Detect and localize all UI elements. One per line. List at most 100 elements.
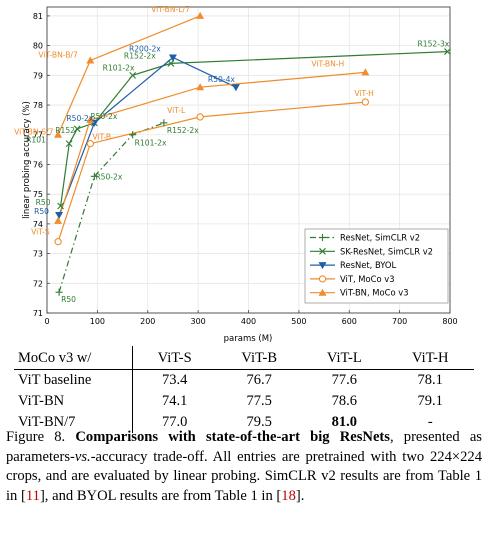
data-point	[361, 68, 370, 76]
point-label: R50	[36, 198, 51, 207]
table-cell: ViT baseline	[14, 369, 133, 391]
legend-marker	[318, 233, 327, 242]
data-point-part	[129, 71, 137, 79]
table-cell: 78.1	[417, 372, 443, 388]
series-line	[57, 101, 366, 242]
citation-link[interactable]: 18	[281, 487, 296, 504]
data-point	[54, 238, 62, 246]
x-axis-label: params (M)	[224, 334, 273, 344]
y-tick-label: 78	[33, 101, 43, 110]
data-point-part	[73, 125, 81, 133]
data-point	[86, 56, 95, 64]
caption-label: Figure 8.	[6, 429, 66, 445]
point-label: ViT-H	[354, 89, 374, 98]
y-tick-label: 76	[33, 160, 43, 169]
series-line	[58, 122, 165, 293]
x-tick-label: 800	[442, 317, 457, 326]
point-label: ViT-BN-L/7	[151, 5, 190, 14]
legend-label: ViT-BN, MoCo v3	[340, 288, 409, 298]
comparison-chart: 0 100 200 300 400 500 600 700 800 71 72 73 74 75 76 77 7…	[14, 5, 458, 344]
data-point-part	[65, 140, 73, 148]
x-tick-label: 600	[342, 317, 357, 326]
data-point	[65, 140, 73, 148]
point-labels: R50R50-2xR101-2xR152-2xR50R101R152R50-2x…	[14, 5, 450, 304]
data-point	[129, 131, 137, 139]
y-tick-label: 74	[33, 220, 43, 229]
table-cell: 78.6	[331, 393, 357, 409]
table-cell: 79.5	[246, 414, 272, 430]
y-tick-label: 80	[33, 42, 43, 51]
caption-text: ], and BYOL results are from Table 1 in …	[39, 487, 282, 504]
point-label: R101	[26, 136, 46, 145]
data-point	[231, 84, 240, 92]
point-label: R101-2x	[135, 139, 167, 148]
legend-label: ViT, MoCo v3	[340, 274, 395, 284]
table-row: ViT-BN/7 77.0 79.5 81.0 -	[14, 412, 474, 433]
point-label: R50	[34, 207, 49, 216]
caption-text: , presented as parameters-	[6, 429, 482, 465]
caption-text: -accuracy trade-off. All entries are pre…	[6, 448, 482, 504]
data-point	[129, 71, 137, 79]
data-point	[90, 172, 98, 180]
point-label: R200-2x	[129, 45, 161, 54]
point-label: R152-2x	[124, 51, 156, 60]
series-line	[57, 71, 366, 222]
table-cell: -	[427, 414, 433, 430]
axis-ticks: 0 100 200 300 400 500 600 700 800 71 72 73 74 75 76 77 7…	[33, 12, 458, 326]
y-tick-label: 72	[33, 279, 43, 288]
table-cell: 77.5	[246, 393, 272, 409]
series-line	[60, 51, 448, 207]
table-header-cell: ViT-B	[216, 346, 303, 370]
table-cell: 77.0	[161, 414, 188, 430]
y-tick-label: 81	[33, 12, 43, 21]
point-label: ViT-B	[92, 133, 111, 142]
table-cell: 76.7	[246, 372, 272, 388]
y-axis-label: linear probing accuracy (%)	[22, 101, 32, 219]
point-label: ViT-BN-S/7	[14, 128, 54, 137]
x-tick-label: 300	[190, 317, 205, 326]
table-header-cell: ViT-H	[386, 346, 474, 370]
x-tick-label: 0	[44, 317, 49, 326]
data-point	[160, 119, 168, 127]
x-tick-label: 200	[140, 317, 155, 326]
citation-link[interactable]: 11	[25, 487, 40, 504]
table-row: ViT baseline 73.4 76.7 77.6 78.1	[14, 369, 474, 391]
table-header-cell: MoCo v3 w/	[14, 346, 133, 370]
x-tick-label: 100	[90, 317, 105, 326]
table-cell: ViT-BN	[14, 391, 133, 412]
legend-label: ResNet, BYOL	[340, 260, 397, 270]
data-point	[196, 83, 205, 91]
point-label: ViT-L	[167, 106, 186, 115]
y-tick-label: 79	[33, 71, 43, 80]
legend-marker	[318, 262, 327, 270]
table-header-cell: ViT-S	[132, 346, 217, 370]
legend-label: ResNet, SimCLR v2	[340, 233, 420, 243]
table-header-row: MoCo v3 w/ ViT-S ViT-B ViT-L ViT-H	[14, 346, 474, 370]
point-label: R50	[61, 295, 76, 304]
point-label: ViT-BN-B/7	[38, 50, 78, 59]
series-markers	[54, 11, 451, 296]
legend-marker	[318, 288, 327, 296]
point-label: ViT-S	[31, 228, 50, 237]
x-tick-label: 500	[291, 317, 306, 326]
table-cell: 74.1	[161, 393, 188, 409]
point-label: R101-2x	[103, 63, 135, 72]
data-point	[196, 11, 205, 19]
y-tick-label: 77	[33, 131, 43, 140]
legend-marker	[319, 247, 326, 255]
table-cell: ViT-BN/7	[14, 412, 133, 433]
data-point	[196, 113, 204, 121]
y-tick-label: 75	[33, 190, 43, 199]
series-line	[58, 56, 237, 216]
point-label: R50-2x	[95, 172, 123, 181]
results-table: MoCo v3 w/ ViT-S ViT-B ViT-L ViT-H ViT b…	[14, 346, 474, 433]
table-cell: 77.6	[331, 372, 357, 388]
table-cell-best: 81.0	[331, 414, 357, 430]
y-tick-label: 71	[33, 309, 43, 318]
point-label: R152	[55, 126, 75, 135]
table-cell: 79.1	[417, 393, 443, 409]
point-label: R152-2x	[167, 126, 199, 135]
point-label: R50-4x	[208, 75, 236, 84]
x-tick-label: 400	[241, 317, 256, 326]
data-point	[73, 125, 81, 133]
